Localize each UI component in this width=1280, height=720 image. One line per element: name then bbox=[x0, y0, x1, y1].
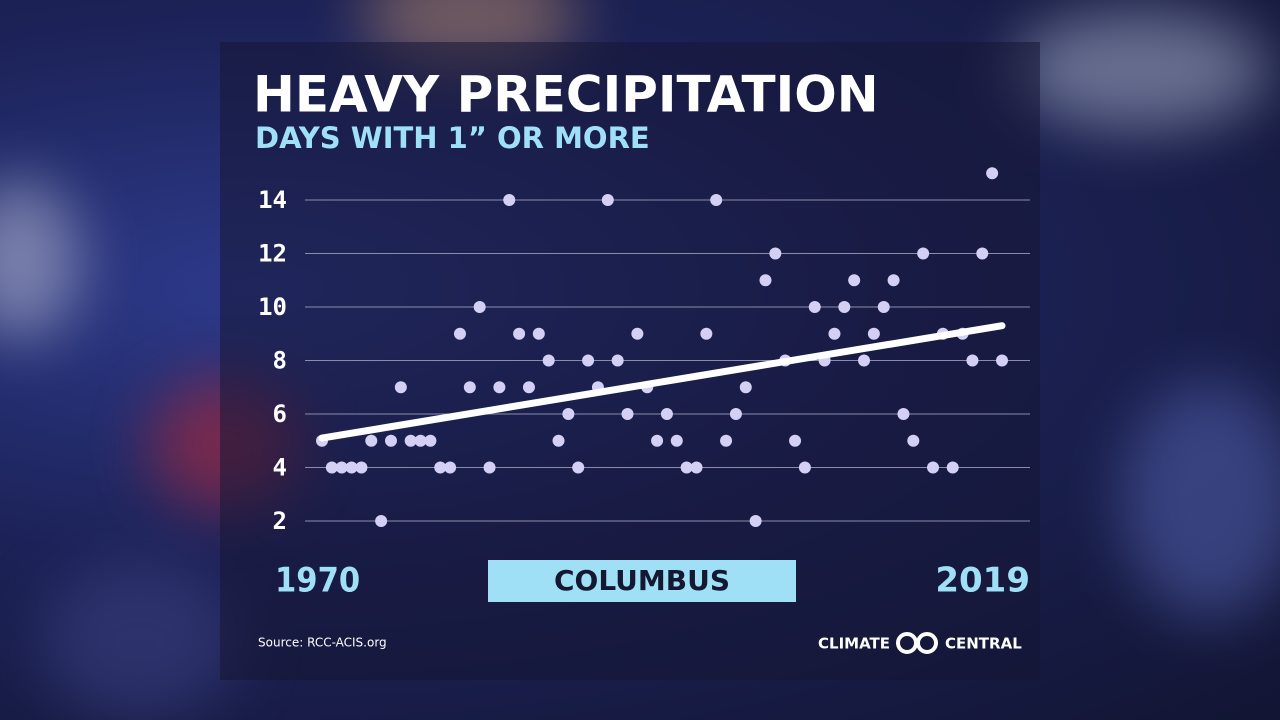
brand-logo bbox=[896, 632, 938, 654]
data-point bbox=[532, 327, 545, 340]
y-tick-label: 2 bbox=[273, 507, 287, 535]
data-point bbox=[631, 327, 644, 340]
data-point bbox=[483, 461, 496, 474]
data-point bbox=[976, 247, 989, 260]
y-tick-label: 4 bbox=[273, 454, 287, 482]
data-point bbox=[700, 327, 713, 340]
y-tick-label: 14 bbox=[258, 186, 287, 214]
data-point bbox=[927, 461, 940, 474]
y-tick-label: 8 bbox=[273, 347, 287, 375]
x-start-label: 1970 bbox=[275, 561, 360, 601]
data-point bbox=[384, 434, 397, 447]
data-point bbox=[621, 408, 634, 420]
data-point bbox=[562, 408, 575, 420]
data-point bbox=[838, 301, 851, 313]
data-point bbox=[394, 381, 407, 394]
data-point bbox=[434, 461, 447, 474]
bokeh bbox=[1120, 380, 1280, 620]
data-point bbox=[739, 381, 752, 394]
y-tick-label: 10 bbox=[258, 293, 287, 321]
bokeh bbox=[40, 560, 240, 720]
data-point bbox=[887, 274, 900, 287]
data-point bbox=[375, 515, 388, 527]
data-point bbox=[453, 327, 466, 340]
data-point bbox=[601, 194, 614, 206]
data-point bbox=[670, 434, 683, 447]
data-point bbox=[444, 461, 457, 474]
brand-left: CLIMATE bbox=[818, 635, 890, 653]
data-point bbox=[917, 247, 930, 260]
bokeh bbox=[1010, 10, 1270, 130]
data-point bbox=[720, 434, 733, 447]
data-point bbox=[946, 461, 959, 474]
data-point bbox=[503, 194, 516, 206]
data-point bbox=[680, 461, 693, 474]
data-point bbox=[877, 301, 890, 313]
data-point bbox=[907, 434, 920, 447]
data-point bbox=[414, 434, 427, 447]
data-point bbox=[542, 354, 555, 367]
data-point bbox=[769, 247, 782, 260]
data-point bbox=[808, 301, 821, 313]
location-box bbox=[488, 560, 796, 602]
data-point bbox=[611, 354, 624, 367]
location-label: COLUMBUS bbox=[554, 564, 730, 597]
data-point bbox=[582, 354, 595, 367]
data-point bbox=[986, 167, 999, 180]
data-point bbox=[828, 327, 841, 340]
data-point bbox=[690, 461, 703, 474]
data-point bbox=[759, 274, 772, 287]
y-tick-label: 12 bbox=[258, 240, 287, 268]
data-point bbox=[493, 381, 506, 394]
data-point bbox=[651, 434, 664, 447]
data-point bbox=[463, 381, 476, 394]
data-point bbox=[572, 461, 585, 474]
brand-right: CENTRAL bbox=[945, 635, 1022, 653]
data-point bbox=[749, 515, 762, 527]
data-point bbox=[325, 461, 338, 474]
data-point bbox=[789, 434, 802, 447]
data-point bbox=[552, 434, 565, 447]
data-point bbox=[848, 274, 861, 287]
data-point bbox=[473, 301, 486, 313]
data-point bbox=[710, 194, 723, 206]
y-tick-label: 6 bbox=[273, 400, 287, 428]
data-point bbox=[404, 434, 417, 447]
data-point bbox=[966, 354, 979, 367]
data-point bbox=[513, 327, 526, 340]
x-end-label: 2019 bbox=[935, 561, 1030, 601]
data-point bbox=[798, 461, 811, 474]
data-point bbox=[365, 434, 378, 447]
source: Source: RCC-ACIS.org bbox=[258, 636, 387, 650]
data-point bbox=[345, 461, 358, 474]
data-point bbox=[660, 408, 673, 420]
trend-line bbox=[318, 322, 1006, 442]
data-point bbox=[996, 354, 1008, 367]
chart-subtitle: DAYS WITH 1” OR MORE bbox=[255, 121, 650, 155]
data-point bbox=[522, 381, 535, 394]
data-point bbox=[729, 408, 742, 420]
data-point bbox=[424, 434, 437, 447]
data-point bbox=[858, 354, 871, 367]
data-point bbox=[897, 408, 910, 420]
data-point bbox=[355, 461, 368, 474]
data-point bbox=[335, 461, 348, 474]
chart-title: HEAVY PRECIPITATION bbox=[253, 66, 879, 124]
data-point bbox=[867, 327, 880, 340]
